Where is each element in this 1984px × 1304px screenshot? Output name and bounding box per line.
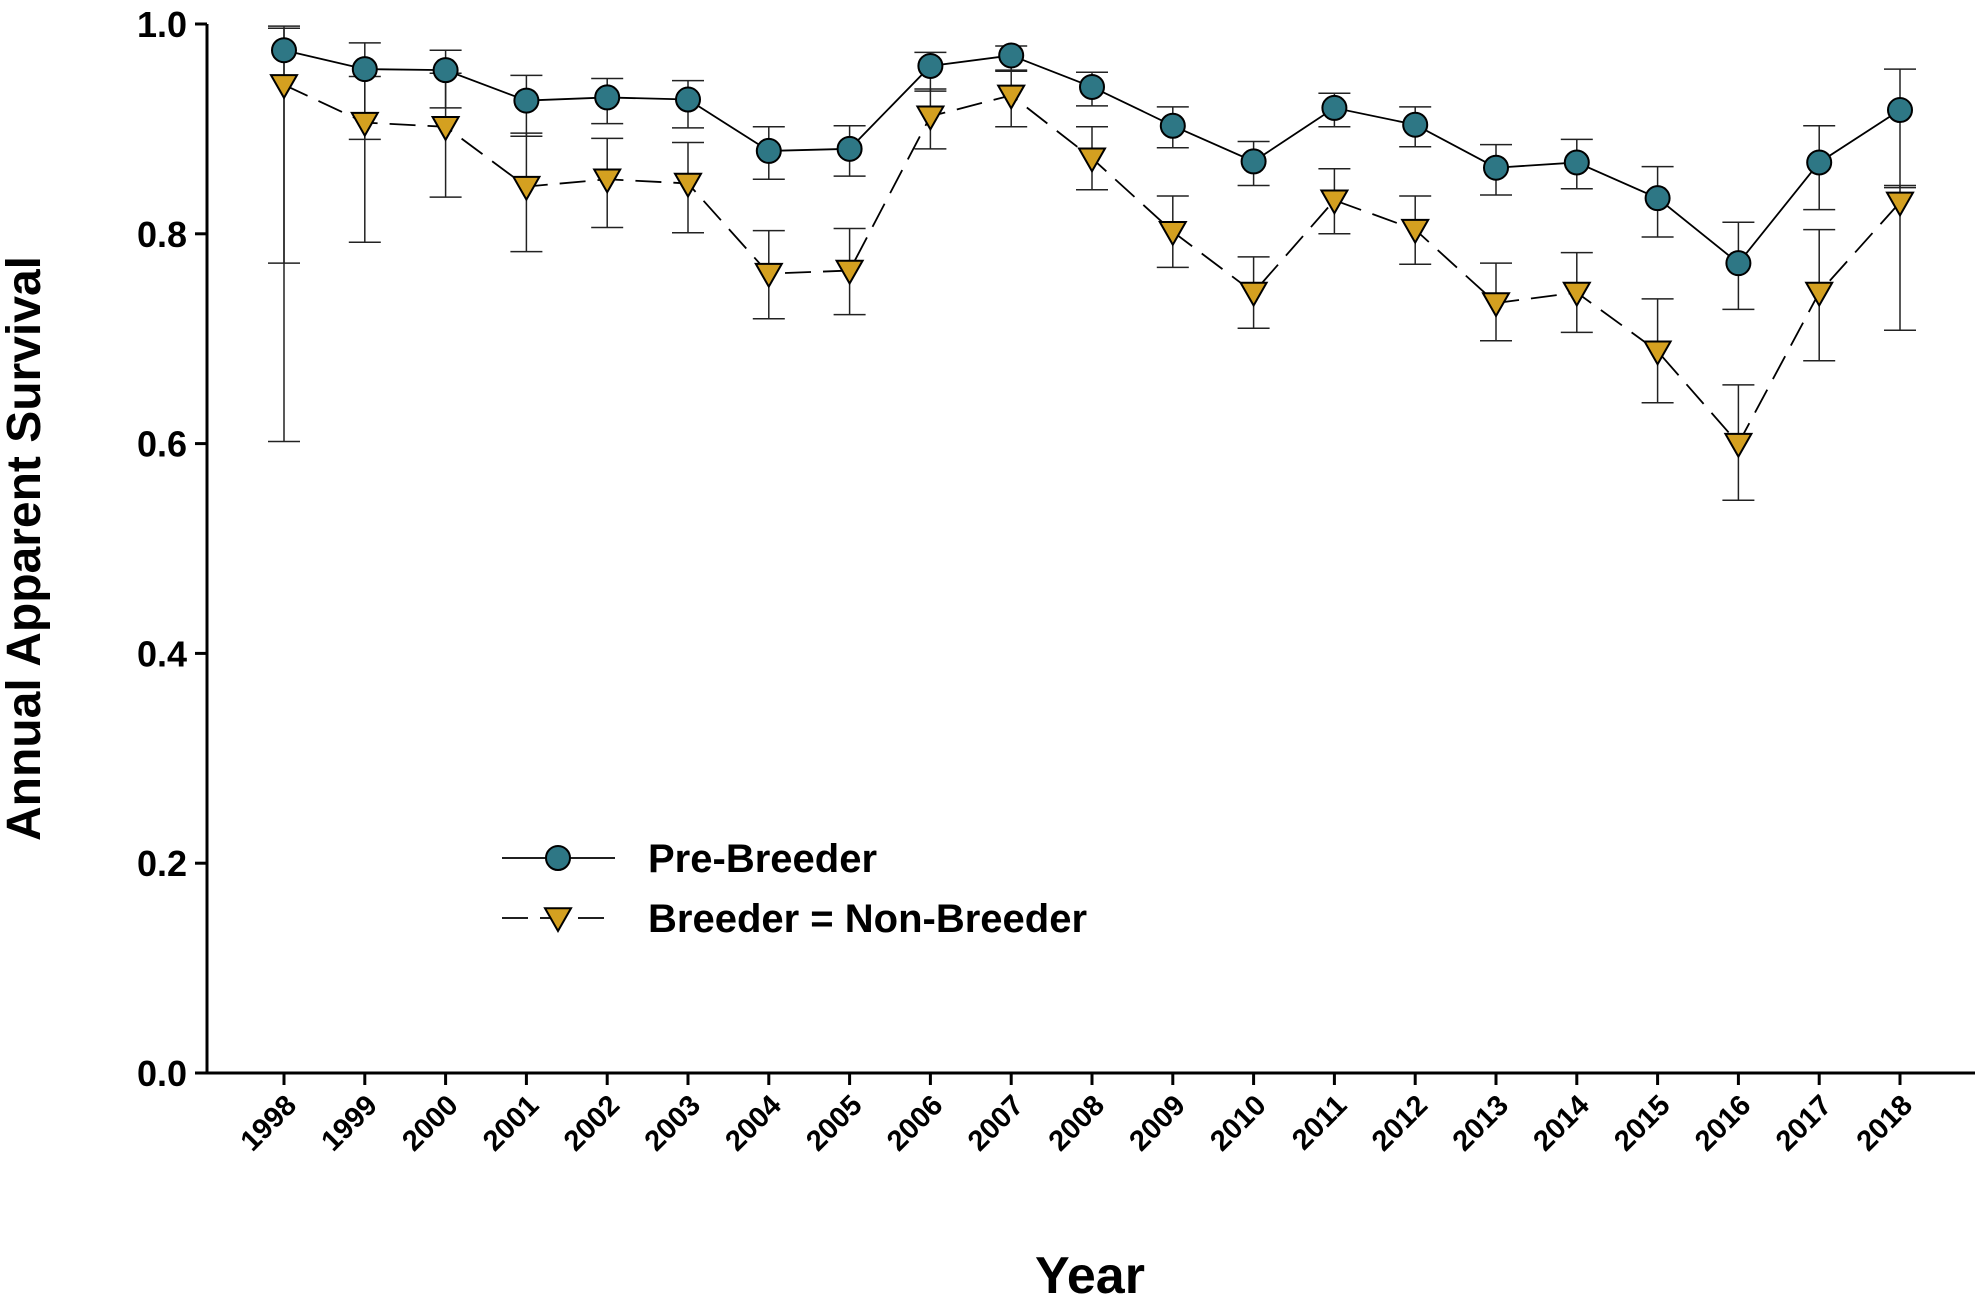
x-tick-label: 2002 <box>558 1089 626 1157</box>
x-tick-label: 2010 <box>1204 1089 1272 1157</box>
x-tick-label: 2005 <box>800 1089 868 1157</box>
x-tick-label: 2009 <box>1124 1089 1192 1157</box>
triangle-down-marker <box>430 116 461 142</box>
triangle-down-marker <box>1400 218 1430 245</box>
circle-marker <box>917 52 944 79</box>
circle-marker <box>836 135 863 162</box>
x-tick-label: 2016 <box>1689 1089 1757 1157</box>
legend-label: Pre-Breeder <box>648 837 877 881</box>
circle-marker <box>1725 250 1752 277</box>
triangle-down-marker <box>1885 191 1915 218</box>
y-tick-label: 0.8 <box>137 214 187 255</box>
circle-marker <box>1806 149 1833 176</box>
triangle-down-marker <box>350 111 380 138</box>
circle-marker <box>432 57 459 84</box>
x-tick-label: 2008 <box>1043 1089 1111 1157</box>
x-tick-label: 2004 <box>720 1089 788 1157</box>
y-tick-label: 0.0 <box>137 1053 187 1094</box>
circle-marker <box>1563 149 1590 176</box>
y-tick-label: 0.2 <box>137 843 187 884</box>
triangle-down-marker <box>834 259 865 286</box>
circle-marker <box>1159 112 1186 139</box>
triangle-down-marker <box>1238 281 1269 308</box>
data-markers <box>269 37 1915 459</box>
circle-marker <box>1079 73 1105 100</box>
circle-marker <box>1321 94 1348 121</box>
triangle-down-marker <box>1804 281 1834 308</box>
circle-marker <box>271 37 297 64</box>
circle-marker <box>1887 97 1913 124</box>
x-tick-label: 1998 <box>235 1089 303 1157</box>
legend-label: Breeder = Non-Breeder <box>648 897 1087 941</box>
triangle-down-marker <box>511 175 542 202</box>
triangle-down-marker <box>1158 220 1188 247</box>
circle-marker <box>594 84 621 111</box>
circle-marker <box>1240 148 1267 175</box>
x-tick-label: 2017 <box>1770 1089 1838 1157</box>
y-ticks: 0.0 0.2 0.4 0.6 0.8 1.0 <box>137 4 207 1094</box>
x-tick-label: 2012 <box>1366 1089 1434 1157</box>
x-tick-label: 1999 <box>316 1089 384 1157</box>
circle-marker <box>1483 154 1509 181</box>
triangle-down-marker <box>269 74 299 100</box>
triangle-down-marker <box>754 262 784 289</box>
circle-marker <box>351 56 378 83</box>
x-tick-label: 2013 <box>1447 1089 1515 1157</box>
triangle-down-marker <box>996 84 1026 111</box>
x-tick-label: 2015 <box>1608 1089 1676 1157</box>
triangle-down-marker <box>1319 189 1350 216</box>
circle-marker <box>675 86 701 113</box>
triangle-down-marker <box>1642 340 1673 367</box>
axes <box>205 24 1975 1075</box>
triangle-down-marker <box>1723 432 1754 459</box>
x-ticks: 1998 1999 2000 2001 2002 2003 2004 2005 2006 2007… <box>235 1073 1919 1158</box>
x-axis-title: Year <box>1035 1247 1145 1304</box>
y-axis-title: Annual Apparent Survival <box>0 256 51 841</box>
x-tick-label: 2018 <box>1851 1089 1919 1157</box>
y-tick-label: 0.6 <box>137 424 187 465</box>
circle-marker <box>998 42 1025 69</box>
x-tick-label: 2014 <box>1528 1089 1596 1157</box>
circle-marker <box>513 87 540 114</box>
y-tick-label: 1.0 <box>137 4 187 45</box>
x-tick-label: 2007 <box>962 1089 1030 1157</box>
x-tick-label: 2003 <box>639 1089 707 1157</box>
y-tick-label: 0.4 <box>137 633 187 674</box>
circle-marker <box>755 137 782 164</box>
triangle-down-marker <box>1077 147 1107 174</box>
triangle-down-marker <box>543 907 573 934</box>
triangle-down-marker <box>592 168 622 195</box>
x-tick-label: 2000 <box>396 1089 464 1157</box>
triangle-down-marker <box>915 105 946 132</box>
x-tick-label: 2011 <box>1286 1089 1353 1156</box>
circle-marker <box>1644 185 1671 212</box>
circle-marker <box>545 845 571 871</box>
x-tick-label: 2001 <box>477 1089 545 1157</box>
triangle-down-marker <box>1481 292 1511 319</box>
triangle-down-marker <box>673 172 703 199</box>
x-tick-label: 2006 <box>881 1089 949 1157</box>
circle-marker <box>1402 111 1429 138</box>
legend: Pre-Breeder Breeder = Non-Breeder <box>502 837 1087 941</box>
triangle-down-marker <box>1562 281 1592 308</box>
